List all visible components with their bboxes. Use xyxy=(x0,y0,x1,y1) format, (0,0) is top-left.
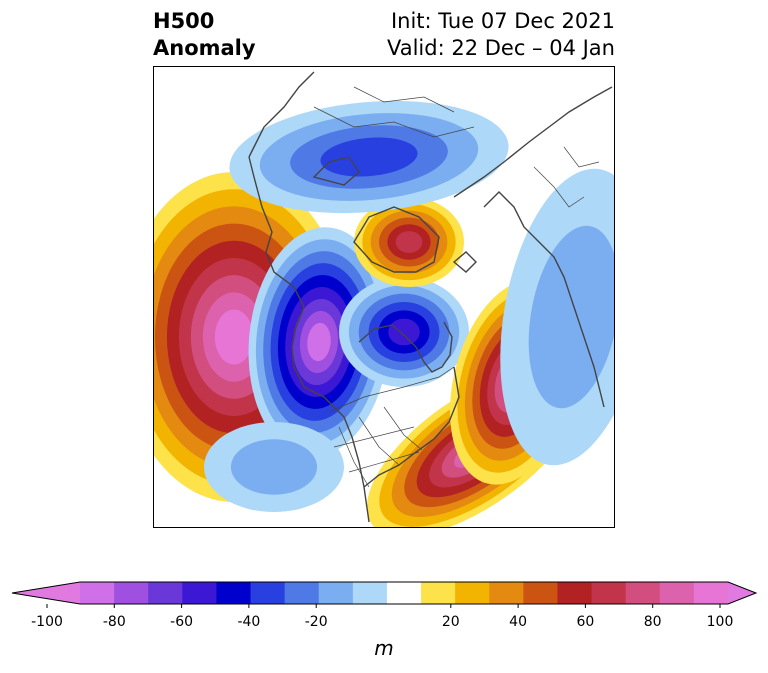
contour-level xyxy=(214,309,254,365)
colorbar-bin xyxy=(216,582,252,604)
contour-level xyxy=(388,318,420,346)
colorbar-tick-label: 100 xyxy=(706,614,734,630)
coast-scandinavia xyxy=(483,191,605,408)
border-europe-2 xyxy=(563,146,600,168)
colorbar-bin xyxy=(182,582,217,604)
colorbar-bin xyxy=(80,582,115,604)
coast-hudson-bay xyxy=(358,321,453,373)
border-russia-2 xyxy=(353,86,455,113)
contour-level xyxy=(395,231,423,253)
coastlines xyxy=(248,71,613,523)
colorbar-bin xyxy=(523,582,558,604)
colorbar-bin xyxy=(148,582,183,604)
title-block-left: H500 Anomaly xyxy=(153,8,256,62)
coast-alaska xyxy=(248,156,370,523)
contour-level xyxy=(320,137,418,177)
contour-level xyxy=(307,322,331,362)
colorbar-bin xyxy=(352,582,388,604)
border-states-2 xyxy=(358,416,400,466)
colorbar-tick-label: 40 xyxy=(509,614,528,630)
colorbar-bin xyxy=(386,582,422,604)
colorbar-extend-high xyxy=(728,582,756,604)
colorbar-tick-label: -80 xyxy=(102,614,126,630)
colorbar-tick-label: 80 xyxy=(643,614,662,630)
border-europe-1 xyxy=(533,166,585,208)
colorbar-bin xyxy=(421,582,456,604)
init-time: Init: Tue 07 Dec 2021 xyxy=(390,9,615,33)
border-states-3 xyxy=(383,406,423,451)
border-us-canada xyxy=(328,366,455,413)
colorbar-unit: m xyxy=(374,636,394,660)
colorbar-tick-label: -100 xyxy=(31,614,63,630)
blob-canada-trough xyxy=(339,277,469,387)
colorbar-outline xyxy=(11,581,758,605)
coast-europe xyxy=(453,86,613,198)
political-borders xyxy=(313,86,600,488)
map-canvas xyxy=(154,71,614,527)
contour-level xyxy=(528,225,614,409)
colorbar-tick-label: -60 xyxy=(170,614,194,630)
colorbar-bin xyxy=(250,582,286,604)
blob-arctic-low xyxy=(229,100,509,214)
colorbar-bin xyxy=(591,582,627,604)
coast-east-us xyxy=(363,366,460,488)
colorbar-bin xyxy=(489,582,524,604)
colorbar-bin xyxy=(659,582,695,604)
border-states-1 xyxy=(338,426,370,488)
border-states-5 xyxy=(348,451,420,473)
colorbar-tick-label: 60 xyxy=(576,614,595,630)
coast-siberia xyxy=(248,71,315,158)
colorbar-bin xyxy=(455,582,490,604)
border-russia-1 xyxy=(313,106,475,138)
colorbar xyxy=(11,581,758,608)
colorbar-bin xyxy=(693,582,729,604)
anomaly-map xyxy=(153,66,615,528)
border-states-4 xyxy=(333,426,415,448)
valid-period: Valid: 22 Dec – 04 Jan xyxy=(386,36,615,60)
coast-greenland xyxy=(353,206,440,273)
colorbar-bin xyxy=(625,582,661,604)
title-variable: H500 xyxy=(153,9,215,33)
colorbar-bin xyxy=(318,582,354,604)
colorbar-tick-label: 20 xyxy=(441,614,460,630)
colorbar-tick-label: -20 xyxy=(304,614,328,630)
blob-subtropic-low xyxy=(204,422,344,512)
coast-arctic-islands xyxy=(312,156,360,186)
colorbar-bin xyxy=(557,582,593,604)
coast-svalbard xyxy=(452,251,477,273)
contour-level xyxy=(230,439,318,495)
title-anomaly: Anomaly xyxy=(153,36,256,60)
blob-europe-low xyxy=(500,168,614,466)
colorbar-tick-label: -40 xyxy=(237,614,261,630)
colorbar-extend-low xyxy=(12,582,80,604)
anomaly-fields xyxy=(154,100,614,527)
colorbar-bin xyxy=(284,582,320,604)
title-block-right: Init: Tue 07 Dec 2021 Valid: 22 Dec – 04… xyxy=(387,8,615,62)
blob-siberia-ridge xyxy=(354,197,464,287)
colorbar-bin xyxy=(114,582,149,604)
